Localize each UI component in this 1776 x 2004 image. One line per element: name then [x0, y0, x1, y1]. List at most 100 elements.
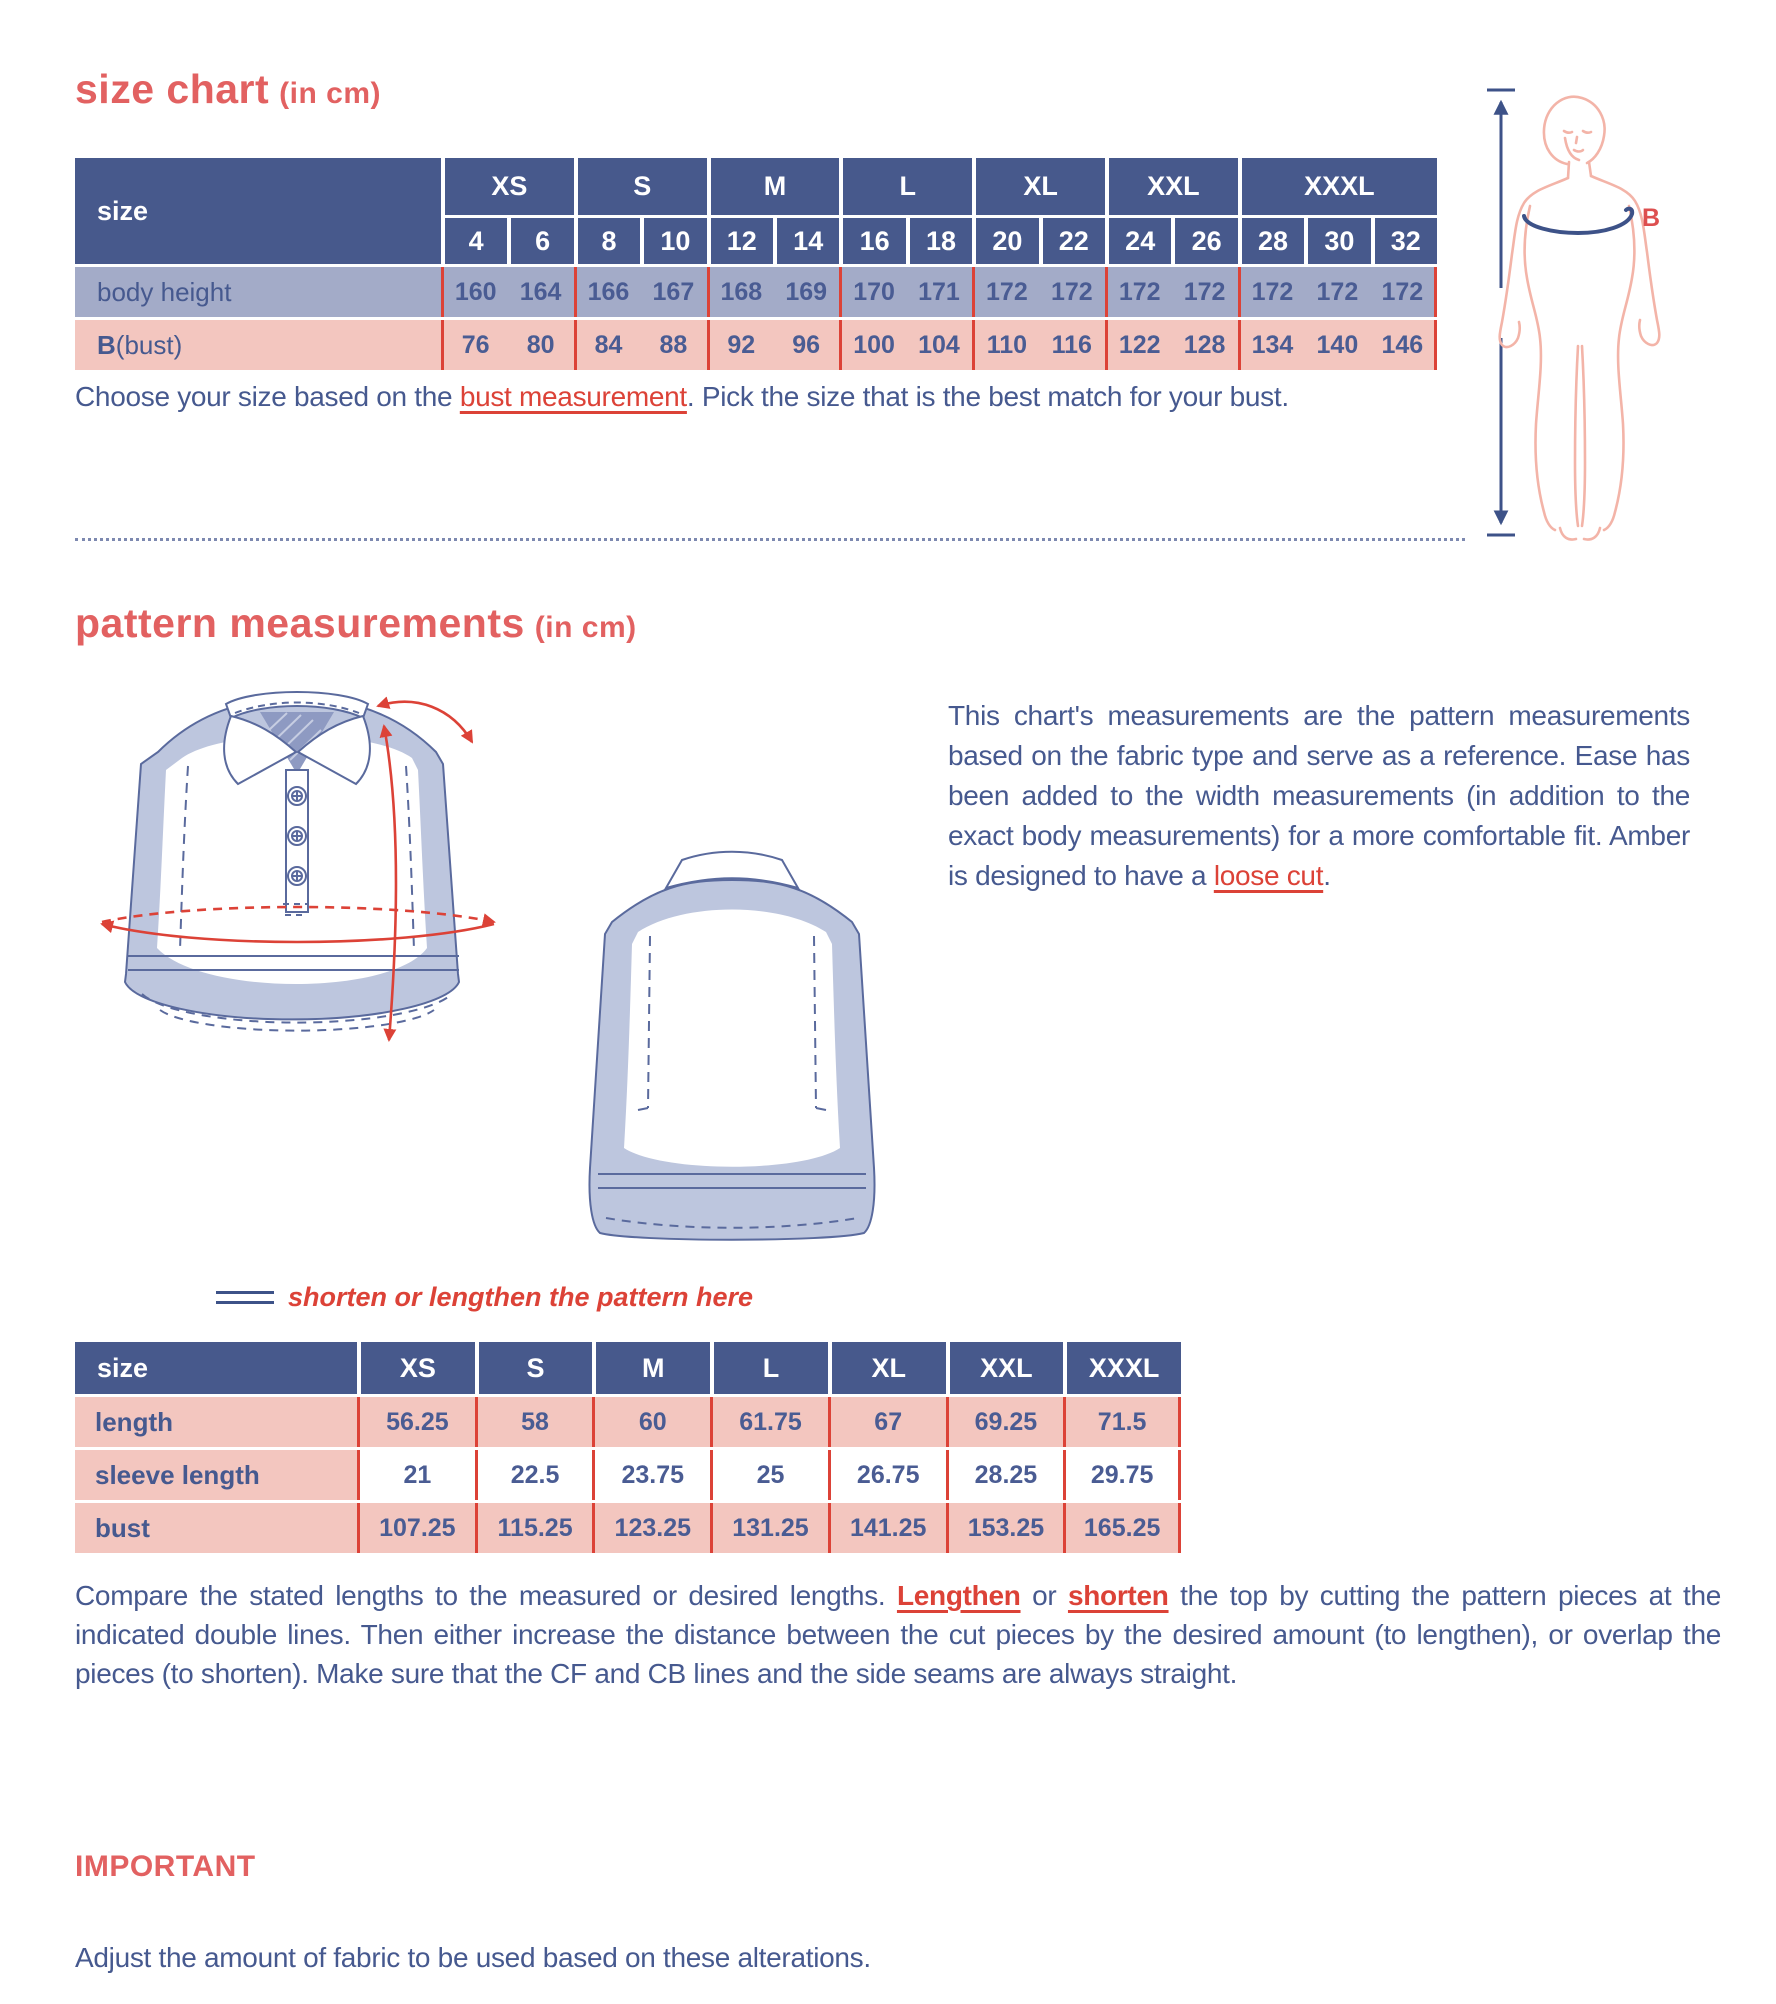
- pattern-measurements-title-unit: (in cm): [534, 611, 637, 644]
- lengthen-shorten-legend: shorten or lengthen the pattern here: [216, 1282, 753, 1313]
- measurement-cell: 25: [710, 1450, 828, 1500]
- measurement-cell: 22.5: [474, 1450, 593, 1500]
- measurement-cell: 172: [1105, 267, 1172, 317]
- size-group-header: XXXL: [1237, 158, 1437, 215]
- size-group-header: M: [706, 158, 840, 215]
- size-number-header: 18: [905, 218, 973, 264]
- emphasis-red: loose cut: [1213, 860, 1324, 891]
- measurement-cell: 168: [706, 267, 773, 317]
- size-group-header: XXL: [1105, 158, 1238, 215]
- size-column-header: L: [710, 1342, 828, 1394]
- measurement-cell: 58: [474, 1397, 593, 1447]
- size-column-header: XXL: [945, 1342, 1064, 1394]
- measurement-cell: 84: [573, 320, 641, 370]
- size-chart-heading: size chart (in cm): [75, 66, 381, 113]
- measurement-cell: 26.75: [827, 1450, 946, 1500]
- size-group-header: XS: [441, 158, 574, 215]
- alteration-instructions: Compare the stated lengths to the measur…: [75, 1576, 1721, 1693]
- measurement-cell: 172: [1171, 267, 1238, 317]
- measurement-cell: 80: [507, 320, 574, 370]
- size-chart-title: size chart: [75, 66, 270, 112]
- emphasis-red: Lengthen: [896, 1580, 1021, 1611]
- pattern-measurements-table: size XS S M L XL XXL XXXL length 56.25 58 60 61.75 67…: [75, 1342, 1181, 1553]
- measurement-cell: 29.75: [1063, 1450, 1181, 1500]
- size-number-header: 4: [441, 218, 508, 264]
- measurement-cell: 28.25: [945, 1450, 1064, 1500]
- text-run: the top by cutting the pattern pieces at…: [75, 1580, 1721, 1689]
- emphasis-red: bust measurement: [459, 381, 687, 412]
- measurement-cell: 67: [827, 1397, 946, 1447]
- text-run: Choose your size based on the: [75, 381, 460, 412]
- size-number-header: 16: [839, 218, 906, 264]
- measurement-cell: 153.25: [945, 1503, 1064, 1553]
- size-number-header: 20: [972, 218, 1039, 264]
- measurement-cell: 172: [1237, 267, 1305, 317]
- row-label-run: body height: [97, 276, 232, 307]
- size-number-header: 24: [1105, 218, 1172, 264]
- measurement-cell: 172: [972, 267, 1039, 317]
- measurement-cell: 110: [972, 320, 1039, 370]
- measurement-cell: 21: [357, 1450, 475, 1500]
- row-label-run: (bust): [115, 329, 183, 360]
- measurement-cell: 107.25: [357, 1503, 475, 1553]
- placket-buttons: [287, 786, 307, 886]
- woman-silhouette: [1498, 95, 1661, 541]
- measurement-cell: 115.25: [474, 1503, 593, 1553]
- size-number-header: 26: [1171, 218, 1238, 264]
- polo-front-illustration: [100, 691, 496, 1042]
- size-number-header: 14: [773, 218, 840, 264]
- text-run: .: [1323, 860, 1331, 891]
- size-number-header: 22: [1038, 218, 1105, 264]
- pattern-measurements-heading: pattern measurements (in cm): [75, 600, 637, 647]
- height-arrow: [1487, 88, 1515, 537]
- size-corner-header: size: [75, 1342, 357, 1394]
- size-column-header: M: [592, 1342, 711, 1394]
- row-label: sleeve length: [75, 1450, 357, 1500]
- size-number-header: 32: [1370, 218, 1437, 264]
- row-label: body height: [75, 267, 441, 317]
- pattern-measurements-title: pattern measurements: [75, 600, 525, 646]
- section-divider: [75, 538, 1465, 541]
- size-number-header: 8: [573, 218, 641, 264]
- measurement-cell: 92: [706, 320, 773, 370]
- emphasis-red: shorten: [1067, 1580, 1169, 1611]
- text-run: This chart's measurements are the patter…: [948, 700, 1690, 891]
- polo-back-illustration: [588, 850, 876, 1241]
- bust-measure-line: [1522, 206, 1635, 236]
- measurement-cell: 76: [441, 320, 508, 370]
- size-number-header: 10: [640, 218, 707, 264]
- size-number-header: 12: [706, 218, 773, 264]
- bust-label: B: [1642, 204, 1660, 232]
- measurement-cell: 71.5: [1063, 1397, 1181, 1447]
- size-column-header: S: [474, 1342, 593, 1394]
- measurement-cell: 131.25: [710, 1503, 828, 1553]
- text-run: or: [1020, 1580, 1068, 1611]
- legend-label: shorten or lengthen the pattern here: [288, 1282, 754, 1312]
- size-number-header: 30: [1304, 218, 1371, 264]
- measurement-arrows: [100, 696, 496, 1042]
- size-note: Choose your size based on the bust measu…: [75, 377, 1595, 416]
- measurement-cell: 164: [507, 267, 574, 317]
- double-line-icon: [216, 1291, 274, 1304]
- measurement-cell: 160: [441, 267, 508, 317]
- measurement-cell: 134: [1237, 320, 1305, 370]
- measurement-cell: 122: [1105, 320, 1172, 370]
- measurement-cell: 128: [1171, 320, 1238, 370]
- measurement-cell: 104: [905, 320, 973, 370]
- measurement-cell: 123.25: [592, 1503, 711, 1553]
- measurement-cell: 166: [573, 267, 641, 317]
- measurement-cell: 172: [1038, 267, 1105, 317]
- measurement-cell: 167: [640, 267, 707, 317]
- measurement-cell: 100: [839, 320, 906, 370]
- size-number-header: 6: [507, 218, 574, 264]
- measurement-cell: 69.25: [945, 1397, 1064, 1447]
- measurement-cell: 170: [839, 267, 906, 317]
- measurement-cell: 165.25: [1063, 1503, 1181, 1553]
- measurement-cell: 172: [1304, 267, 1371, 317]
- size-column-header: XL: [827, 1342, 946, 1394]
- size-group-header: S: [573, 158, 707, 215]
- size-corner-header: size: [75, 158, 441, 264]
- measurement-cell: 23.75: [592, 1450, 711, 1500]
- size-column-header: XXXL: [1063, 1342, 1181, 1394]
- body-figure-illustration: B: [1487, 88, 1661, 541]
